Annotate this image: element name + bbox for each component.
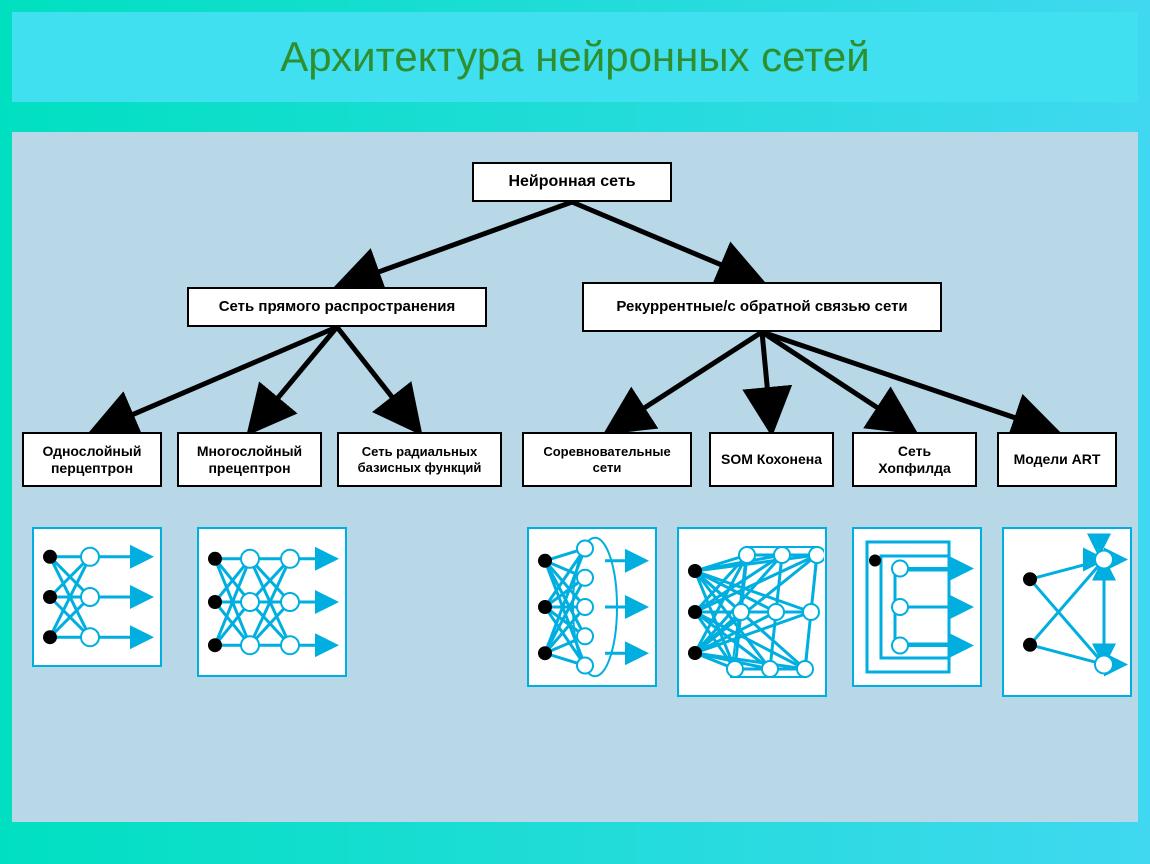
node-comp: Соревновательные сети: [522, 432, 692, 487]
node-som: SOM Кохонена: [709, 432, 834, 487]
mini-hop: [852, 527, 982, 687]
slide-title: Архитектура нейронных сетей: [280, 33, 869, 81]
title-bar: Архитектура нейронных сетей: [12, 12, 1138, 102]
mini-som: [677, 527, 827, 697]
node-mlp: Многослойный прецептрон: [177, 432, 322, 487]
mini-slp: [32, 527, 162, 667]
node-slp: Однослойный перцептрон: [22, 432, 162, 487]
node-ff: Сеть прямого распространения: [187, 287, 487, 327]
node-rbf: Сеть радиальных базисных функций: [337, 432, 502, 487]
mini-mlp: [197, 527, 347, 677]
node-hop: Сеть Хопфилда: [852, 432, 977, 487]
node-art: Модели ART: [997, 432, 1117, 487]
node-root: Нейронная сеть: [472, 162, 672, 202]
node-rec: Рекуррентные/с обратной связью сети: [582, 282, 942, 332]
diagram-area: Нейронная сеть Сеть прямого распространен…: [12, 132, 1138, 822]
slide-outer: Архитектура нейронных сетей Нейронная се…: [0, 0, 1150, 864]
mini-comp: [527, 527, 657, 687]
mini-art: [1002, 527, 1132, 697]
